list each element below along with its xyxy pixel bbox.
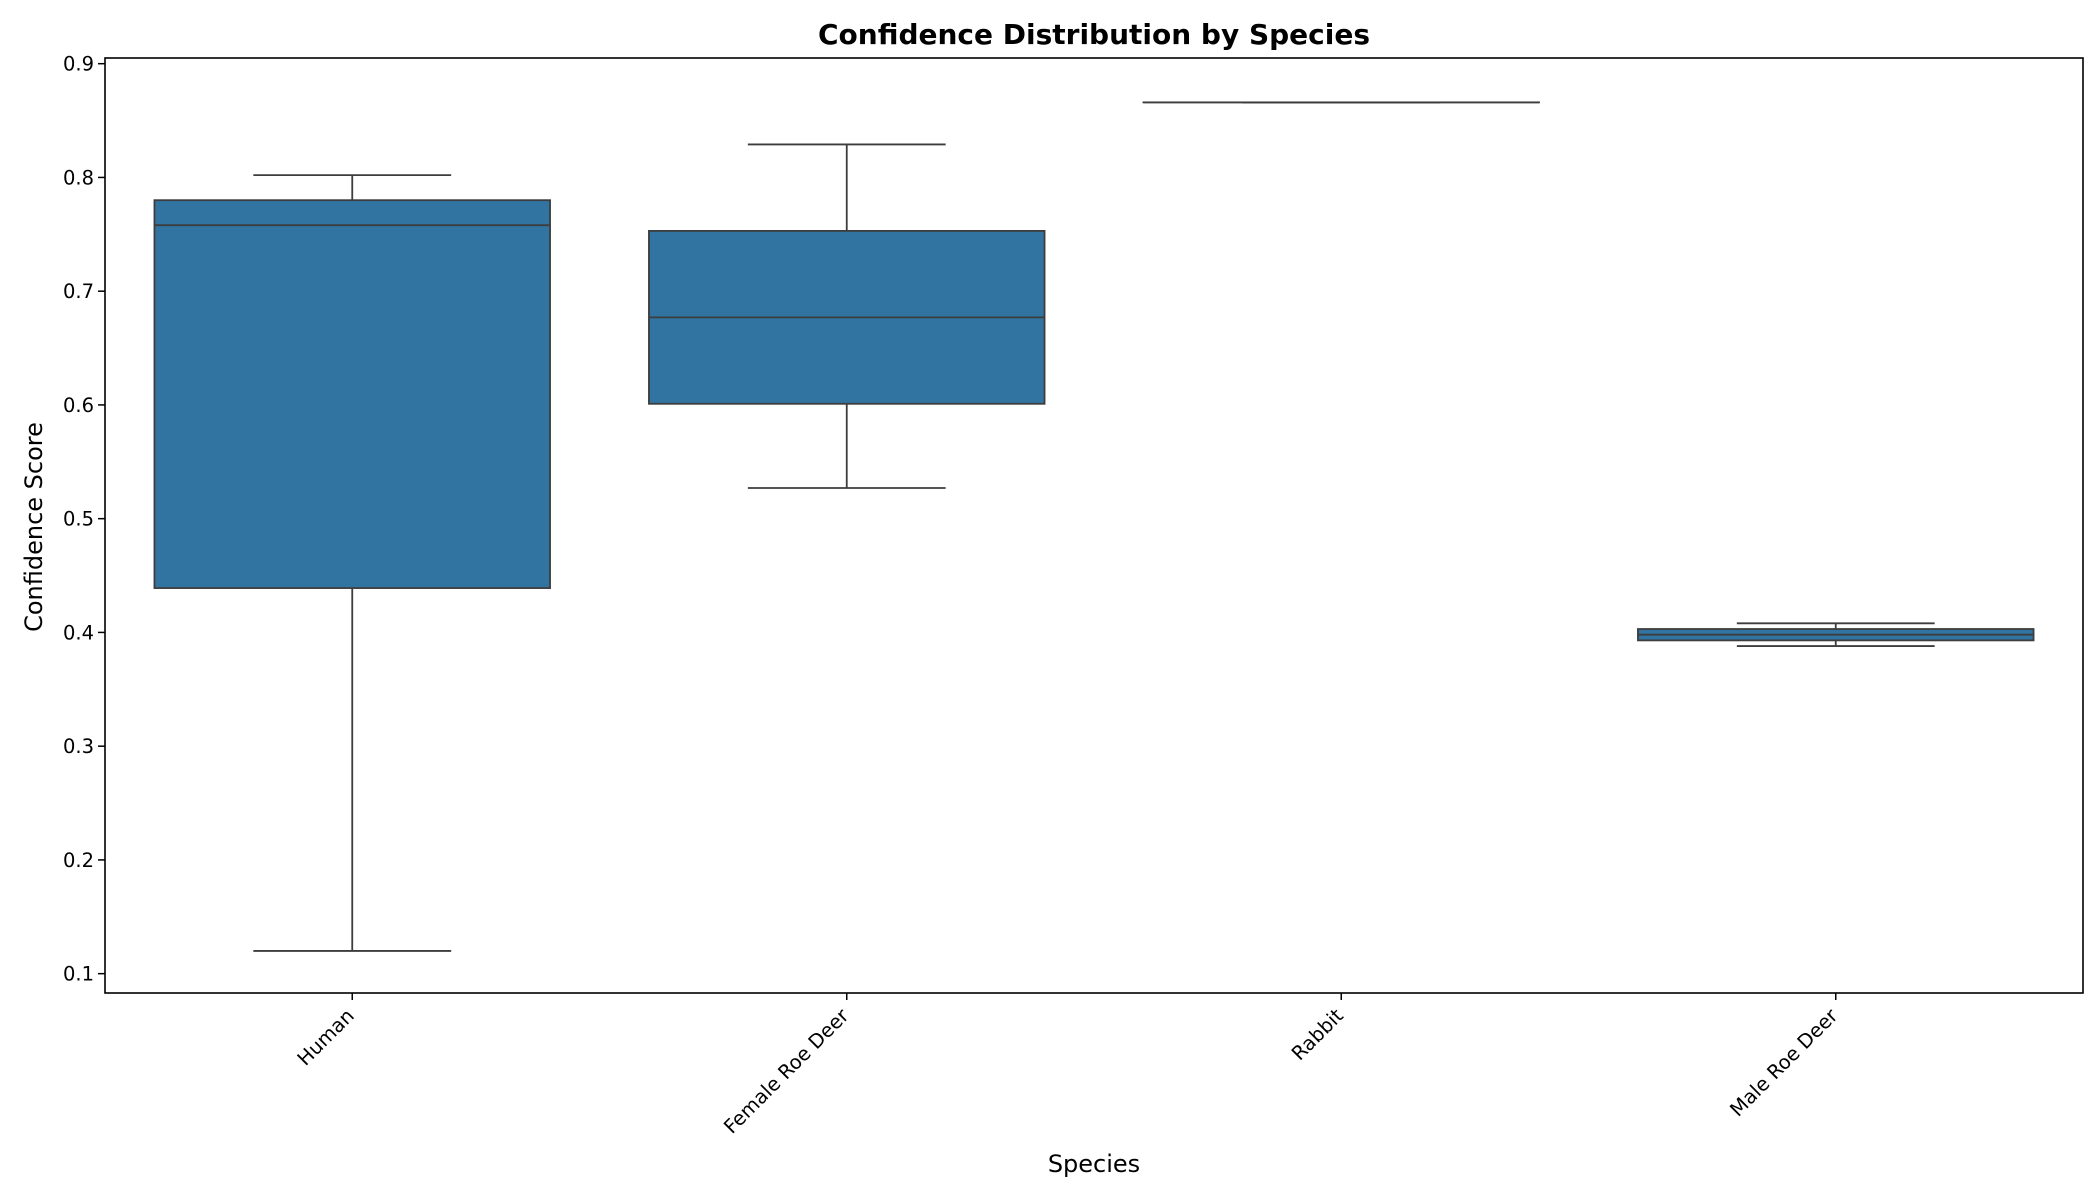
y-tick-label: 0.5 (63, 508, 94, 531)
y-tick-label: 0.8 (63, 166, 94, 189)
chart-title: Confidence Distribution by Species (818, 18, 1370, 51)
plot-area: 0.1 0.2 0.3 0.4 0.5 0.6 0.7 0.8 0.9 Human Female R… (63, 53, 2035, 1139)
x-tick-label: Male Roe Deer (1725, 1004, 1843, 1122)
y-axis-label: Confidence Score (20, 422, 48, 632)
y-tick-label: 0.2 (63, 849, 94, 872)
y-tick-label: 0.7 (63, 280, 94, 303)
x-tick-label: Rabbit (1287, 1004, 1348, 1065)
y-tick-label: 0.3 (63, 735, 94, 758)
y-tick-label: 0.4 (63, 621, 94, 644)
x-tick-label: Human (293, 1004, 359, 1070)
box-human (153, 199, 551, 589)
plot-frame (104, 57, 2084, 994)
x-tick-label: Female Roe Deer (719, 1004, 854, 1139)
x-axis-label: Species (1048, 1150, 1140, 1178)
y-tick-label: 0.1 (63, 963, 94, 986)
y-tick-label: 0.9 (63, 53, 94, 76)
y-tick-label: 0.6 (63, 394, 94, 417)
